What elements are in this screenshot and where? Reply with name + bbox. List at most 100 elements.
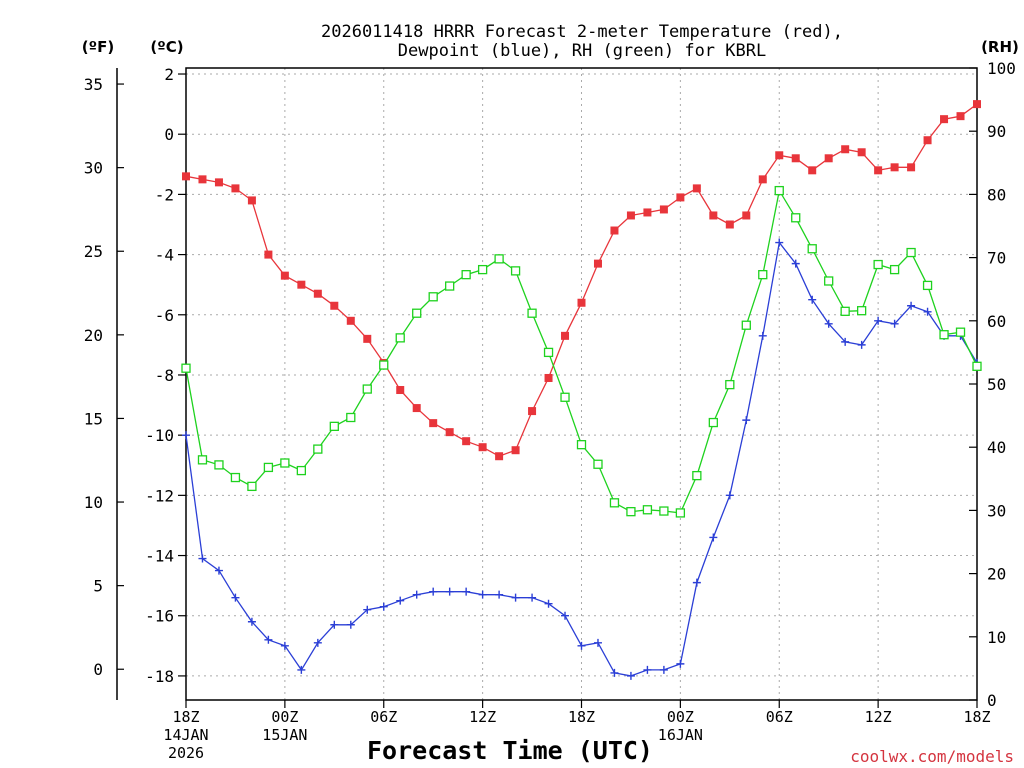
rh-point (412, 308, 422, 318)
rh-unit-label: (RH) (981, 38, 1019, 56)
dewpoint-point (676, 659, 685, 668)
dewpoint-point (791, 259, 800, 268)
time-tick-label: 00Z (667, 708, 694, 726)
rh-point (889, 264, 900, 275)
dewpoint-point (528, 593, 537, 602)
dewpoint-point (412, 590, 421, 599)
dewpoint-point (495, 590, 504, 599)
dewpoint-point (643, 665, 652, 674)
rh-point (560, 392, 570, 402)
rh-point (445, 281, 455, 291)
rh-point (395, 333, 405, 343)
2-meter-temperature-point (709, 211, 718, 220)
dewpoint-point (313, 638, 322, 647)
2-meter-temperature-point (396, 386, 405, 395)
rh-point (263, 462, 274, 473)
dewpoint-point (363, 605, 372, 614)
dewpoint-point (709, 533, 718, 542)
dewpoint-point (182, 431, 190, 440)
2-meter-temperature-point (561, 331, 570, 340)
dewpoint-point (544, 599, 553, 608)
dewpoint-point (626, 671, 635, 680)
dewpoint-point (775, 238, 784, 247)
dewpoint-point (297, 665, 306, 674)
celsius-tick-label: 2 (164, 65, 174, 84)
2-meter-temperature-point (577, 298, 586, 307)
2-meter-temperature-point (544, 373, 553, 382)
rh-point (428, 292, 438, 302)
celsius-tick-label: -8 (155, 366, 174, 385)
dewpoint-point (692, 578, 701, 587)
rh-point (609, 498, 620, 508)
2-meter-temperature-point (923, 136, 932, 145)
dewpoint-point (247, 617, 256, 626)
time-tick-label: 2026 (168, 744, 204, 762)
dewpoint-point (841, 337, 850, 346)
2-meter-temperature-point (775, 151, 784, 160)
time-tick-label: 06Z (766, 708, 793, 726)
time-tick-label: 15JAN (262, 726, 307, 744)
rh-point (642, 505, 653, 515)
time-tick-label: 14JAN (163, 726, 208, 744)
fahrenheit-axis: 35 30 25 20 15 10 5 0 (84, 75, 124, 679)
2-meter-temperature-point (907, 163, 916, 172)
dewpoint-point (907, 301, 916, 310)
time-tick-label: 06Z (370, 708, 397, 726)
rh-tick-label: 10 (987, 628, 1006, 647)
rh-point (692, 470, 702, 481)
rh-point (197, 455, 208, 465)
dewpoint-point (429, 587, 438, 596)
2-meter-temperature-point (940, 115, 949, 124)
dewpoint-point (280, 641, 289, 650)
2-meter-temperature-point (758, 175, 767, 184)
rh-tick-label: 0 (987, 691, 997, 710)
rh-point (626, 507, 636, 517)
dewpoint-point (396, 596, 405, 605)
celsius-tick-label: -2 (155, 185, 174, 204)
dewpoint-point (198, 554, 207, 563)
rh-point (543, 347, 554, 358)
2-meter-temperature-point (231, 184, 240, 193)
celsius-tick-label: -14 (145, 547, 174, 566)
dewpoint-point (264, 635, 273, 644)
dewpoint-point (659, 665, 668, 674)
chart-title-line2: Dewpoint (blue), RH (green) for KBRL (398, 41, 766, 61)
rh-tick-label: 60 (987, 312, 1006, 331)
fahrenheit-tick-label: 5 (93, 577, 103, 596)
rh-point (791, 213, 801, 223)
rh-point (247, 481, 257, 492)
dewpoint-point (758, 331, 767, 340)
2-meter-temperature-point (791, 154, 800, 163)
dewpoint-point (445, 587, 454, 596)
dewpoint-point (231, 593, 240, 602)
rh-tick-label: 20 (987, 565, 1006, 584)
dewpoint-point (511, 593, 520, 602)
2-meter-temperature-point (676, 193, 685, 202)
2-meter-temperature-point (280, 271, 289, 280)
time-tick-label: 18Z (568, 708, 595, 726)
time-tick-label: 12Z (865, 708, 892, 726)
2-meter-temperature-point (626, 211, 635, 220)
fahrenheit-tick-label: 0 (93, 660, 103, 679)
2-meter-temperature-point (692, 184, 701, 193)
dewpoint-point (478, 590, 487, 599)
rh-point (840, 306, 850, 316)
2-meter-temperature-line (185, 103, 978, 457)
rh-point (824, 276, 834, 286)
dewpoint-point (561, 611, 570, 620)
rh-tick-label: 30 (987, 501, 1006, 520)
celsius-tick-label: 0 (164, 125, 174, 144)
2-meter-temperature-point (874, 166, 883, 175)
dewpoint-point (346, 620, 355, 629)
rh-point (807, 244, 817, 254)
rh-point (362, 384, 372, 394)
rh-point (379, 360, 389, 370)
time-tick-label: 18Z (172, 708, 199, 726)
2-meter-temperature-point (495, 452, 504, 461)
fahrenheit-tick-label: 35 (84, 75, 103, 94)
rh-tick-label: 90 (987, 122, 1006, 141)
rh-point (313, 444, 323, 454)
2-meter-temperature-point (412, 404, 421, 413)
rh-tick-label: 80 (987, 185, 1006, 204)
